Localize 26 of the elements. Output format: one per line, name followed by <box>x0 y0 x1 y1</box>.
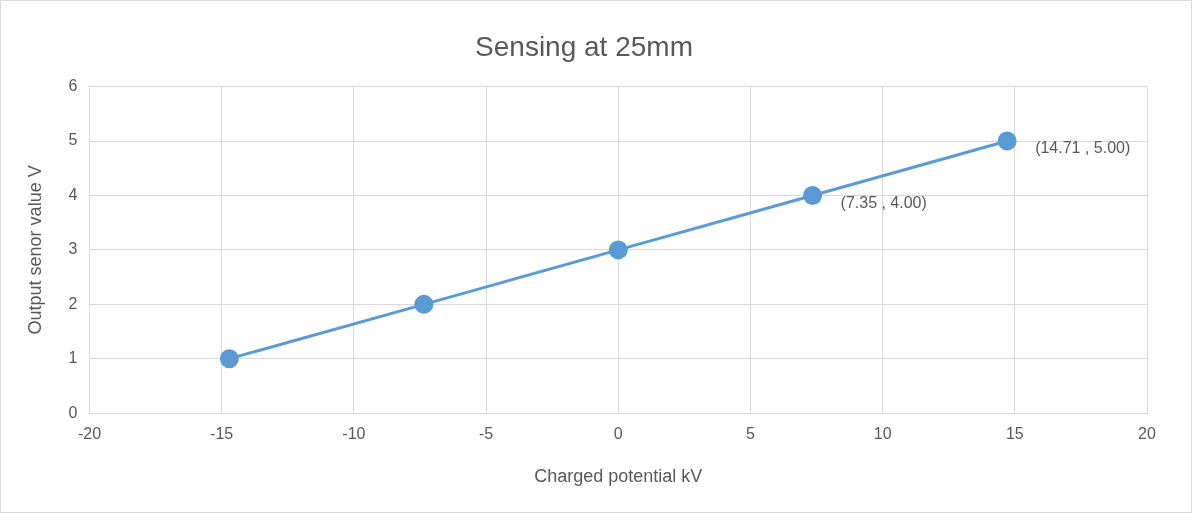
point <box>414 294 434 314</box>
y-tick-label: 2 <box>68 294 78 312</box>
x-tick-label: 15 <box>1005 425 1024 443</box>
x-axis-title: Charged potential kV <box>534 466 703 487</box>
x-tick-label: 5 <box>745 425 755 443</box>
y-tick-label: 5 <box>68 131 78 149</box>
x-tick-label: -15 <box>210 425 234 443</box>
y-tick-label: 0 <box>68 403 78 421</box>
y-tick-label: 3 <box>68 240 78 258</box>
y-tick-label: 6 <box>68 77 78 95</box>
annotation: (14.71 , 5.00) <box>1035 139 1131 157</box>
annotation: (7.35 , 4.00) <box>840 193 927 211</box>
point <box>997 131 1017 151</box>
chart-title: Sensing at 25mm <box>475 30 693 62</box>
x-tick-label: -20 <box>77 425 102 443</box>
point <box>803 185 823 205</box>
x-tick-label: 20 <box>1138 425 1156 443</box>
point <box>219 349 239 369</box>
x-tick-label: 10 <box>873 425 892 443</box>
x-tick-label: 0 <box>613 425 623 443</box>
y-tick-label: 1 <box>68 349 78 367</box>
point <box>608 240 628 260</box>
y-axis-title: Output senor value V <box>24 165 45 335</box>
x-tick-label: -5 <box>478 425 494 443</box>
y-tick-label: 4 <box>68 185 78 203</box>
x-tick-label: -10 <box>342 425 366 443</box>
